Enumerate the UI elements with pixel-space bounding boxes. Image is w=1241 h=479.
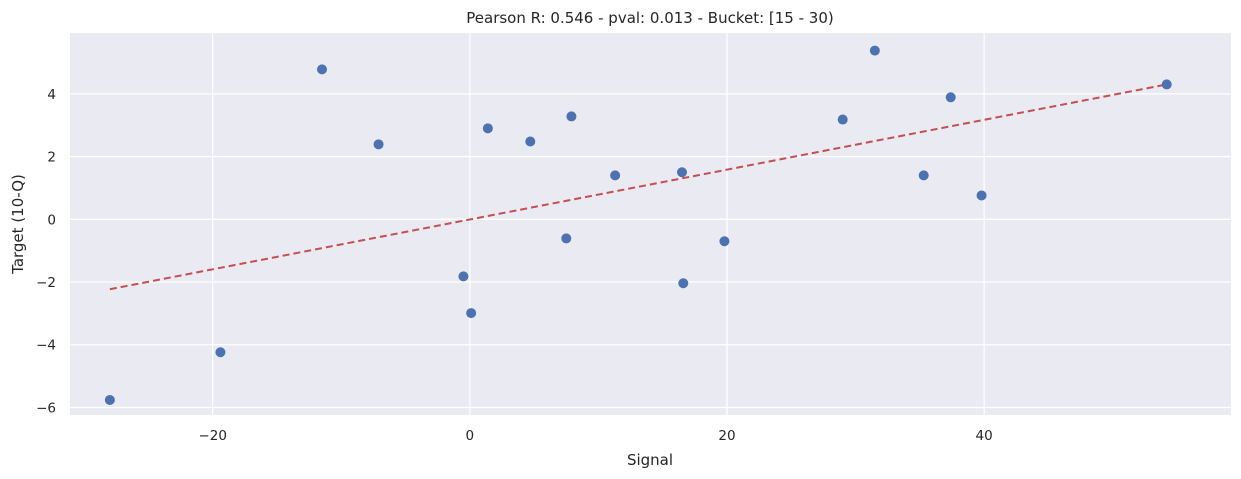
x-axis-ticks: −20 0 20 40 (198, 428, 992, 444)
y-axis-ticks: −6 −4 −2 0 2 4 (36, 87, 56, 417)
y-tick-label: 4 (47, 87, 56, 103)
data-point (976, 190, 987, 201)
data-point (561, 233, 572, 244)
data-point (837, 114, 848, 125)
data-point (104, 394, 115, 405)
x-axis-label: Signal (627, 451, 673, 469)
x-tick-label: 40 (976, 428, 993, 444)
data-point (610, 170, 621, 181)
x-tick-label: 0 (466, 428, 475, 444)
data-point (215, 347, 226, 358)
y-tick-label: −4 (36, 338, 56, 354)
data-point (458, 271, 469, 282)
y-tick-label: −6 (36, 400, 56, 416)
gridlines (70, 33, 1231, 415)
data-point (719, 236, 730, 247)
data-point (566, 111, 577, 122)
chart-title: Pearson R: 0.546 - pval: 0.013 - Bucket:… (466, 9, 833, 27)
fit-line (109, 83, 1167, 291)
data-point (525, 136, 536, 147)
x-tick-label: 20 (718, 428, 735, 444)
data-point (869, 45, 880, 56)
data-point (677, 167, 687, 178)
data-point (945, 92, 956, 103)
data-point (1161, 79, 1172, 90)
data-point (317, 64, 327, 75)
y-tick-label: −2 (36, 275, 56, 291)
regression-line (109, 83, 1167, 291)
data-points (104, 45, 1172, 405)
y-axis-label: Target (10-Q) (9, 174, 27, 275)
x-tick-label: −20 (198, 428, 227, 444)
data-point (466, 308, 477, 319)
y-tick-label: 2 (47, 150, 56, 166)
data-point (678, 278, 689, 289)
y-tick-label: 0 (47, 212, 56, 228)
data-point (482, 123, 493, 134)
data-point (918, 170, 929, 181)
data-point (373, 139, 384, 150)
plot-area (70, 33, 1231, 415)
